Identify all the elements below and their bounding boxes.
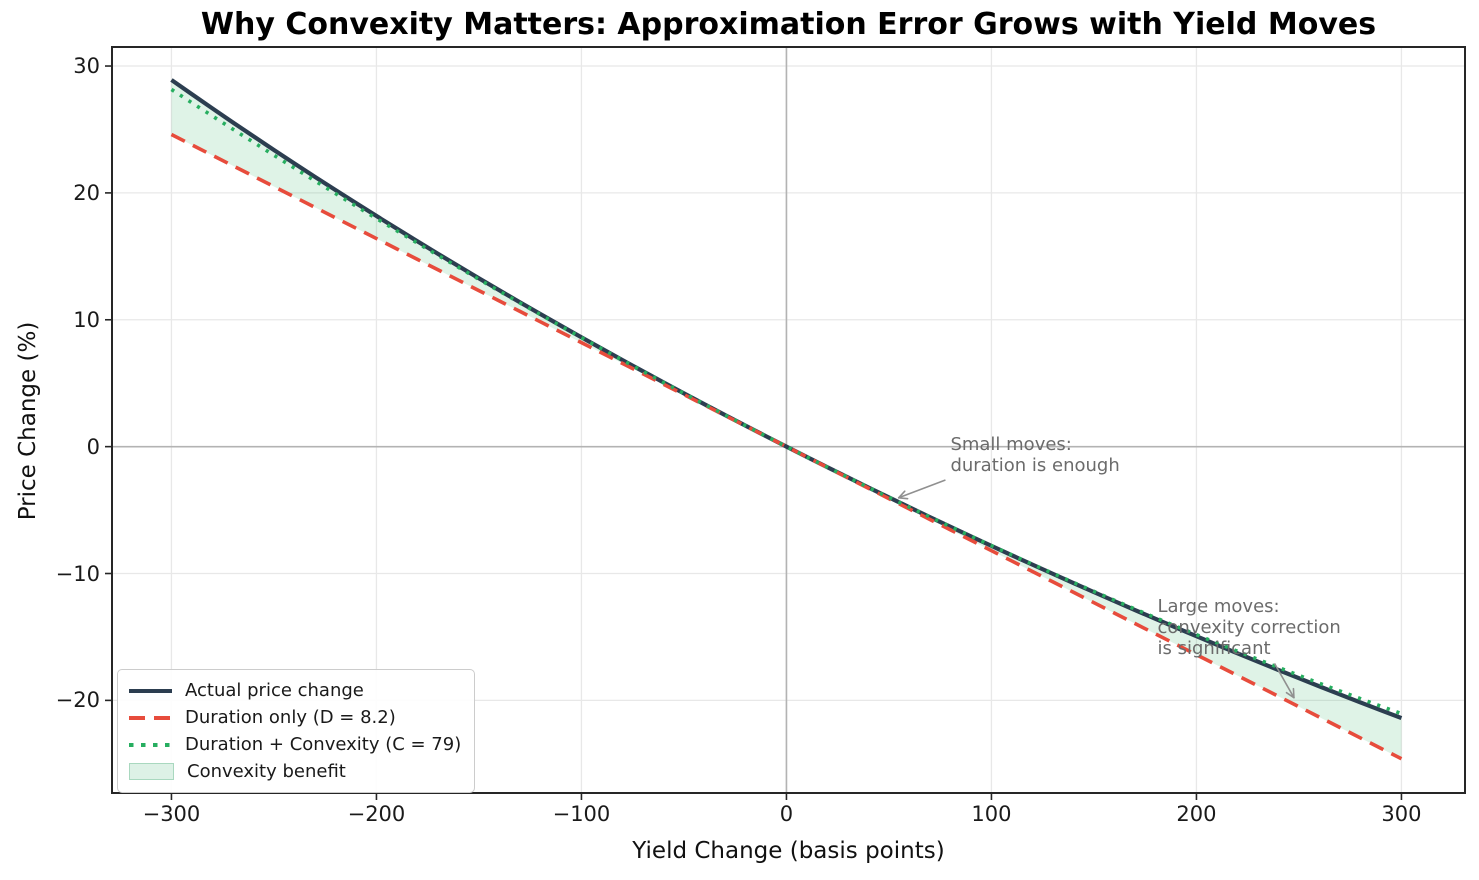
x-tick-label: −200 xyxy=(347,802,406,826)
y-tick-label: 30 xyxy=(73,54,100,79)
annotation-large-moves: Large moves: convexity correction is sig… xyxy=(1157,596,1341,660)
annotation-small-moves: Small moves: duration is enough xyxy=(950,433,1120,476)
legend-item-actual: Actual price change xyxy=(129,677,461,704)
legend-item-convexity: Duration + Convexity (C = 79) xyxy=(129,731,461,758)
x-axis-label: Yield Change (basis points) xyxy=(632,838,945,864)
legend-swatch-dotted-line xyxy=(129,742,172,747)
y-tick-label: 20 xyxy=(73,180,100,205)
y-tick-label: 10 xyxy=(73,307,100,332)
x-tick-label: 100 xyxy=(971,802,1012,826)
x-tick-label: 200 xyxy=(1176,802,1217,826)
legend-label: Duration + Convexity (C = 79) xyxy=(185,734,462,755)
legend-item-duration: Duration only (D = 8.2) xyxy=(129,704,461,731)
legend-swatch-dashed-line xyxy=(129,715,172,720)
x-tick-label: −300 xyxy=(142,802,201,826)
x-tick-label: 0 xyxy=(779,802,794,826)
x-tick-label: 300 xyxy=(1381,802,1422,826)
legend-swatch-fill-patch xyxy=(129,763,174,780)
legend-label: Actual price change xyxy=(185,680,364,701)
legend-label: Duration only (D = 8.2) xyxy=(185,707,396,728)
legend-swatch-solid-line xyxy=(129,688,172,693)
legend-label: Convexity benefit xyxy=(187,761,346,782)
y-tick-label: −10 xyxy=(55,561,100,586)
legend: Actual price change Duration only (D = 8… xyxy=(117,669,476,793)
legend-item-benefit: Convexity benefit xyxy=(129,758,461,785)
x-tick-label: −100 xyxy=(552,802,611,826)
y-tick-label: 0 xyxy=(86,434,100,459)
y-tick-label: −20 xyxy=(55,688,100,713)
chart-title: Why Convexity Matters: Approximation Err… xyxy=(200,7,1377,42)
